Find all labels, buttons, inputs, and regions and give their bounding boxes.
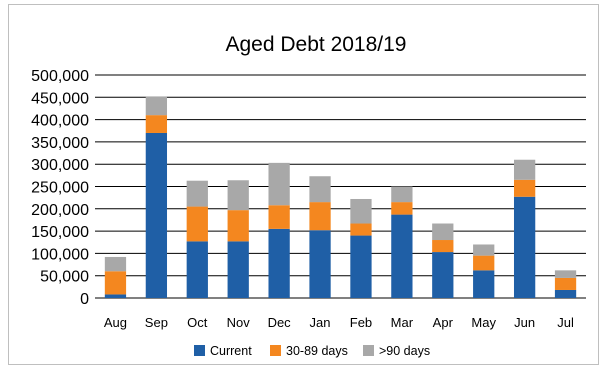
bar--90-days-may (473, 244, 495, 256)
x-tick-label: Oct (187, 315, 208, 330)
bar-current-nov (227, 241, 249, 298)
x-tick-label: Jan (310, 315, 331, 330)
legend-label: 30-89 days (286, 344, 348, 358)
bar-current-apr (432, 252, 454, 298)
legend: Current 30-89 days >90 days (194, 344, 430, 358)
x-tick-label: Apr (433, 315, 454, 330)
bar-current-mar (391, 214, 413, 298)
bar-current-jul (554, 289, 577, 298)
bar-current-feb (350, 235, 372, 298)
bar-current-aug (104, 294, 127, 298)
bar--90-days-jan (309, 176, 331, 203)
bar-30-89-days-oct (186, 206, 208, 242)
y-tick-label: 500,000 (31, 68, 89, 85)
bar-30-89-days-nov (227, 210, 249, 242)
x-tick-label: Dec (268, 315, 292, 330)
x-tick-label: Feb (350, 315, 372, 330)
bar--90-days-feb (350, 198, 372, 224)
legend-swatch (270, 345, 281, 356)
bar-30-89-days-feb (350, 223, 372, 236)
x-tick-label: Jul (557, 315, 574, 330)
y-axis-tick-labels: 0 50,000 100,000 150,000 200,000 250,000 300,0… (31, 68, 89, 308)
bar--90-days-oct (186, 180, 208, 207)
bar-current-oct (186, 241, 208, 298)
bar--90-days-nov (227, 180, 249, 211)
aged-debt-chart: Aged Debt 2018/19 0 50,000 100,000 150,000 2… (8, 4, 599, 365)
gridlines (95, 74, 586, 299)
legend-label: Current (210, 344, 252, 358)
y-tick-label: 400,000 (31, 113, 89, 130)
x-tick-label: Jun (514, 315, 535, 330)
chart-title: Aged Debt 2018/19 (226, 33, 407, 56)
bar--90-days-jun (513, 159, 536, 180)
bar--90-days-apr (432, 223, 454, 241)
y-tick-label: 350,000 (31, 135, 89, 152)
legend-label: >90 days (379, 344, 430, 358)
bar-30-89-days-dec (268, 205, 290, 229)
bar-current-sep (145, 132, 168, 298)
y-tick-label: 300,000 (31, 157, 89, 174)
bar-current-jan (309, 230, 331, 298)
y-tick-label: 250,000 (31, 180, 89, 197)
bar-30-89-days-may (473, 255, 495, 271)
bar-current-may (473, 270, 495, 298)
bar-current-dec (268, 228, 290, 298)
bar--90-days-dec (268, 162, 290, 206)
x-tick-label: Mar (391, 315, 414, 330)
y-tick-label: 50,000 (40, 269, 89, 286)
x-axis-tick-labels: Aug Sep Oct Nov Dec Jan Feb Mar Apr May Jun Jul (104, 315, 574, 330)
chart-border (8, 4, 599, 365)
x-tick-label: Sep (145, 315, 168, 330)
y-tick-label: 150,000 (31, 224, 89, 241)
bar--90-days-mar (391, 186, 413, 203)
bar-current-jun (513, 196, 536, 298)
bars (104, 96, 577, 298)
bar--90-days-aug (104, 256, 127, 272)
bar--90-days-jul (554, 270, 577, 278)
x-tick-label: Nov (227, 315, 251, 330)
legend-swatch (194, 345, 205, 356)
y-tick-label: 0 (80, 291, 89, 308)
bar--90-days-sep (145, 96, 168, 116)
x-tick-label: Aug (104, 315, 127, 330)
y-tick-label: 200,000 (31, 202, 89, 219)
bar-30-89-days-mar (391, 202, 413, 215)
y-tick-label: 100,000 (31, 246, 89, 263)
chart-frame: Aged Debt 2018/19 0 50,000 100,000 150,000 2… (8, 4, 599, 365)
bar-30-89-days-sep (145, 115, 168, 133)
y-tick-label: 450,000 (31, 90, 89, 107)
bar-30-89-days-jun (513, 179, 536, 197)
bar-30-89-days-aug (104, 271, 127, 295)
bar-30-89-days-jan (309, 202, 331, 231)
bar-30-89-days-apr (432, 240, 454, 253)
legend-swatch (363, 345, 374, 356)
bar-30-89-days-jul (554, 277, 577, 290)
x-tick-label: May (471, 315, 496, 330)
